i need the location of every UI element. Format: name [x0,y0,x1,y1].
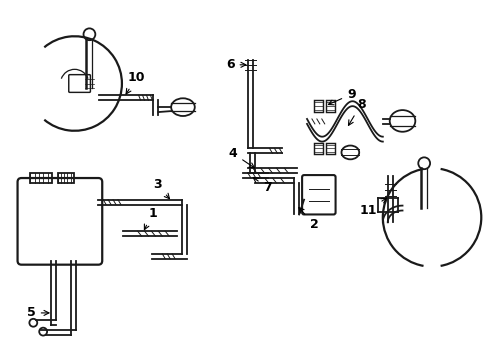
Text: 7: 7 [253,177,271,194]
Bar [30,173,52,183]
Text: 8: 8 [348,98,365,125]
Text: 2: 2 [298,208,318,231]
Text: 1: 1 [144,207,157,230]
Text: 10: 10 [126,71,145,94]
Text: 3: 3 [153,179,169,199]
Text: 9: 9 [328,88,355,105]
Text: 4: 4 [228,147,254,168]
Bar [313,143,322,154]
Text: 6: 6 [225,58,245,71]
Bar [325,143,334,154]
Text: 5: 5 [27,306,49,319]
Bar [325,100,334,112]
Bar [313,100,322,112]
Bar [58,173,74,183]
Text: 11: 11 [359,198,386,217]
